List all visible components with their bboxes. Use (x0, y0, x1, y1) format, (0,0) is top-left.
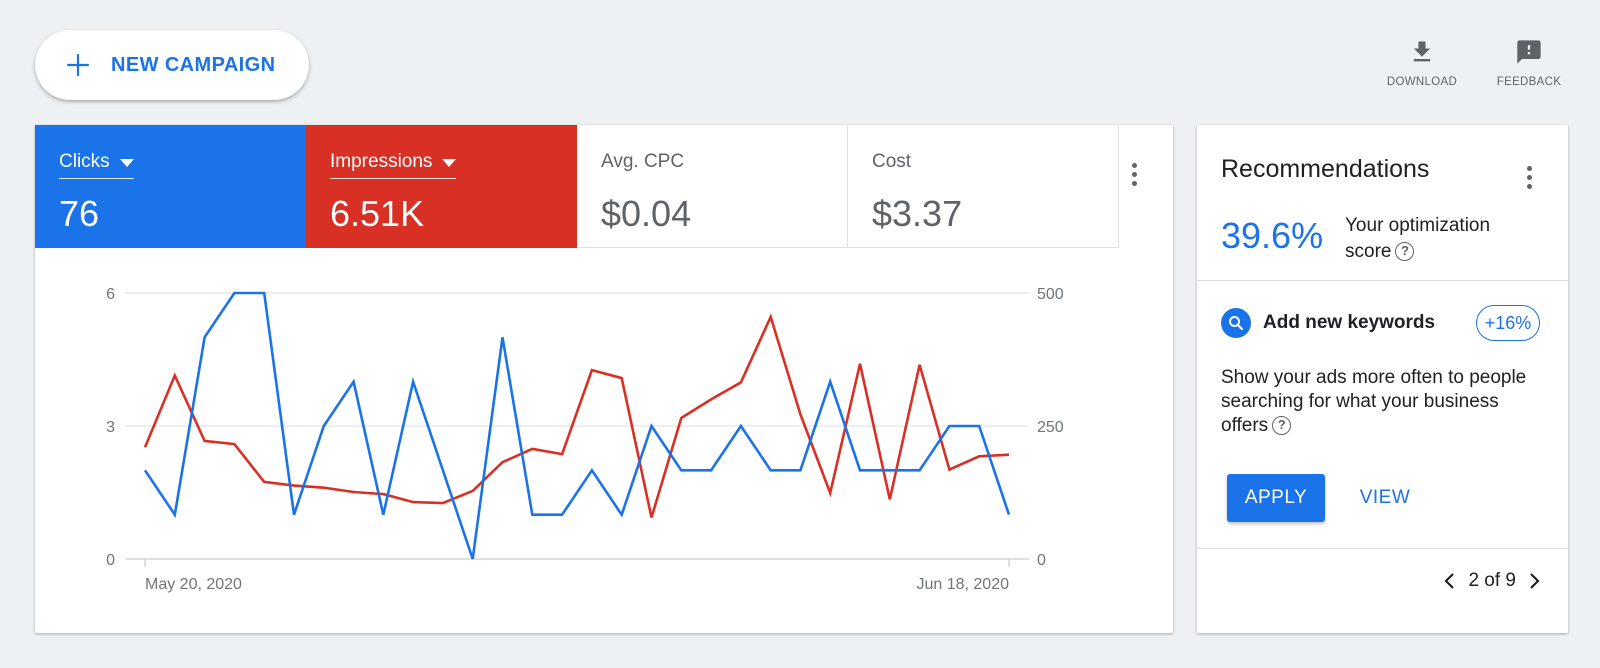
y-left-tick-label: 6 (106, 286, 115, 303)
download-label: DOWNLOAD (1386, 76, 1458, 88)
download-button[interactable]: DOWNLOAD (1374, 38, 1470, 98)
chart-more-icon[interactable] (1122, 154, 1146, 194)
download-icon (1413, 41, 1431, 62)
metric-avg-cpc-label: Avg. CPC (601, 151, 685, 172)
search-icon (1221, 308, 1251, 338)
y-right-tick-label: 250 (1037, 419, 1064, 436)
pager: 2 of 9 (1442, 570, 1542, 592)
recommendation-description-text: Show your ads more often to people searc… (1221, 367, 1527, 436)
x-tick-label-start: May 20, 2020 (145, 576, 242, 593)
metric-tabs: Clicks 76 Impressions 6.51K Avg. CPC $0.… (35, 125, 1120, 248)
apply-button[interactable]: APPLY (1227, 474, 1325, 522)
metric-impressions-value: 6.51K (330, 193, 425, 234)
metric-clicks-selector[interactable]: Clicks (59, 151, 134, 179)
caret-down-icon (119, 158, 134, 167)
metric-cost[interactable]: Cost $3.37 (848, 125, 1119, 248)
metric-cost-label: Cost (872, 151, 912, 172)
metric-cost-value: $3.37 (872, 193, 963, 234)
recommendations-card: Recommendations 39.6% Your optimization … (1197, 125, 1568, 633)
feedback-button[interactable]: FEEDBACK (1481, 38, 1577, 98)
help-icon[interactable]: ? (1272, 416, 1292, 436)
performance-chart-card: Clicks 76 Impressions 6.51K Avg. CPC $0.… (35, 125, 1173, 633)
feedback-icon (1517, 40, 1541, 64)
chevron-right-icon[interactable] (1528, 572, 1542, 590)
chevron-left-icon[interactable] (1442, 572, 1456, 590)
metric-impressions-selector[interactable]: Impressions (330, 151, 457, 179)
metric-clicks-value: 76 (59, 193, 100, 234)
view-button[interactable]: VIEW (1347, 474, 1423, 522)
feedback-label: FEEDBACK (1496, 76, 1562, 88)
line-chart: 0 3 6 0 250 500 May 20, 2020 Jun 18, 2020 (106, 286, 1064, 593)
plus-icon (67, 54, 89, 76)
metric-avg-cpc-value: $0.04 (601, 193, 692, 234)
uplift-badge: +16% (1476, 305, 1540, 341)
pager-label: 2 of 9 (1468, 570, 1516, 591)
metric-avg-cpc[interactable]: Avg. CPC $0.04 (577, 125, 848, 248)
divider (1197, 280, 1568, 281)
recommendation-description: Show your ads more often to people searc… (1221, 366, 1531, 438)
series-line-impressions (143, 313, 1010, 518)
y-left-tick-label: 0 (106, 552, 115, 569)
metric-impressions-label: Impressions (330, 151, 433, 172)
new-campaign-button[interactable]: NEW CAMPAIGN (35, 30, 309, 100)
divider (1197, 548, 1568, 549)
y-right-tick-label: 500 (1037, 286, 1064, 303)
help-icon[interactable]: ? (1395, 242, 1415, 262)
metric-clicks-label: Clicks (59, 151, 110, 172)
metric-clicks[interactable]: Clicks 76 (35, 125, 306, 248)
recommendations-more-icon[interactable] (1517, 157, 1541, 197)
x-tick-label-end: Jun 18, 2020 (916, 576, 1009, 593)
y-left-tick-label: 3 (106, 419, 115, 436)
optimization-score-text: Your optimization score (1345, 215, 1491, 262)
y-right-tick-label: 0 (1037, 552, 1046, 569)
optimization-score: 39.6% (1221, 215, 1324, 256)
recommendation-title: Add new keywords (1263, 312, 1436, 333)
series-line-clicks (143, 291, 1011, 560)
new-campaign-label: NEW CAMPAIGN (111, 53, 276, 76)
caret-down-icon (442, 158, 457, 167)
recommendations-title: Recommendations (1221, 155, 1430, 183)
metric-impressions[interactable]: Impressions 6.51K (306, 125, 577, 248)
optimization-score-label: Your optimization score? (1345, 213, 1535, 265)
